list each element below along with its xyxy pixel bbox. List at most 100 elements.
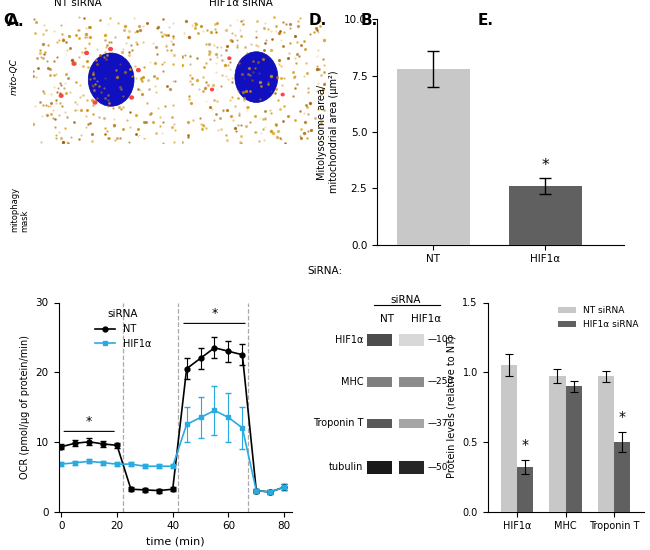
Ellipse shape (122, 215, 127, 219)
Ellipse shape (227, 56, 231, 60)
Text: siRNA: siRNA (391, 295, 421, 305)
Ellipse shape (87, 240, 90, 243)
Ellipse shape (36, 254, 44, 263)
Bar (566, 386, 582, 512)
Ellipse shape (227, 249, 235, 254)
Ellipse shape (55, 225, 63, 234)
Bar (399, 461, 424, 474)
Ellipse shape (92, 100, 98, 104)
Ellipse shape (243, 203, 250, 210)
Ellipse shape (72, 62, 77, 66)
Bar (367, 377, 391, 387)
Ellipse shape (58, 203, 63, 208)
Ellipse shape (112, 185, 120, 189)
Ellipse shape (313, 214, 317, 218)
Ellipse shape (268, 260, 274, 266)
Ellipse shape (211, 207, 213, 209)
Ellipse shape (291, 162, 295, 164)
Ellipse shape (166, 232, 170, 236)
Ellipse shape (235, 52, 278, 102)
Ellipse shape (142, 251, 151, 256)
Text: NT siRNA: NT siRNA (54, 0, 102, 8)
Ellipse shape (135, 241, 138, 244)
Bar (549, 376, 566, 512)
Ellipse shape (130, 195, 136, 199)
Ellipse shape (38, 196, 42, 199)
Ellipse shape (156, 206, 159, 208)
Ellipse shape (51, 191, 54, 194)
Ellipse shape (134, 202, 142, 208)
Text: D.: D. (309, 13, 327, 28)
Ellipse shape (136, 68, 141, 72)
Ellipse shape (207, 153, 213, 158)
Ellipse shape (61, 191, 67, 195)
Ellipse shape (293, 238, 298, 243)
Ellipse shape (99, 200, 105, 206)
Ellipse shape (63, 222, 72, 232)
Ellipse shape (60, 207, 70, 213)
Ellipse shape (145, 222, 150, 227)
Ellipse shape (131, 203, 140, 208)
Ellipse shape (58, 94, 64, 98)
Ellipse shape (98, 175, 106, 181)
Ellipse shape (282, 246, 289, 250)
Ellipse shape (124, 170, 134, 178)
Ellipse shape (130, 233, 135, 236)
Text: A.: A. (6, 14, 24, 29)
Text: tubulin: tubulin (329, 463, 363, 472)
Ellipse shape (237, 180, 240, 182)
Bar (367, 334, 391, 346)
Ellipse shape (78, 161, 87, 167)
Ellipse shape (85, 224, 93, 229)
Ellipse shape (54, 176, 60, 180)
Ellipse shape (97, 180, 105, 186)
Ellipse shape (163, 195, 169, 200)
Ellipse shape (134, 154, 140, 160)
Text: —250: —250 (428, 377, 454, 386)
Ellipse shape (259, 245, 266, 252)
Ellipse shape (61, 227, 68, 232)
Bar (598, 376, 614, 512)
Ellipse shape (98, 184, 106, 192)
Ellipse shape (111, 200, 116, 203)
Ellipse shape (283, 158, 288, 163)
Text: SiRNA:: SiRNA: (308, 266, 343, 276)
Text: HIF1α siRNA: HIF1α siRNA (209, 0, 272, 8)
Y-axis label: Mitolysosome area/
mitochondrial area (μm²): Mitolysosome area/ mitochondrial area (μ… (317, 71, 339, 193)
Ellipse shape (95, 176, 99, 179)
Ellipse shape (146, 174, 150, 179)
Ellipse shape (108, 163, 114, 168)
Ellipse shape (108, 47, 113, 51)
Ellipse shape (219, 239, 222, 242)
Ellipse shape (96, 178, 101, 184)
Ellipse shape (101, 192, 109, 201)
Ellipse shape (238, 167, 245, 173)
Ellipse shape (104, 189, 108, 193)
Ellipse shape (266, 233, 269, 236)
Ellipse shape (133, 212, 142, 219)
Ellipse shape (261, 241, 268, 246)
Text: C.: C. (3, 13, 20, 28)
Ellipse shape (101, 151, 109, 158)
Ellipse shape (87, 158, 96, 164)
Ellipse shape (124, 186, 133, 194)
Ellipse shape (134, 259, 143, 268)
Ellipse shape (92, 233, 99, 240)
Ellipse shape (117, 260, 124, 267)
Ellipse shape (143, 206, 153, 214)
Ellipse shape (272, 235, 276, 239)
Ellipse shape (121, 214, 127, 219)
Ellipse shape (255, 169, 259, 172)
Legend: NT siRNA, HIF1α siRNA: NT siRNA, HIF1α siRNA (554, 303, 642, 333)
Ellipse shape (101, 153, 108, 159)
Ellipse shape (87, 174, 92, 177)
Ellipse shape (124, 161, 130, 166)
Ellipse shape (60, 172, 67, 178)
Ellipse shape (100, 197, 107, 201)
Ellipse shape (209, 183, 213, 186)
Ellipse shape (138, 257, 144, 262)
Ellipse shape (166, 226, 170, 230)
Ellipse shape (119, 211, 124, 216)
Ellipse shape (125, 205, 131, 209)
Ellipse shape (227, 156, 230, 158)
